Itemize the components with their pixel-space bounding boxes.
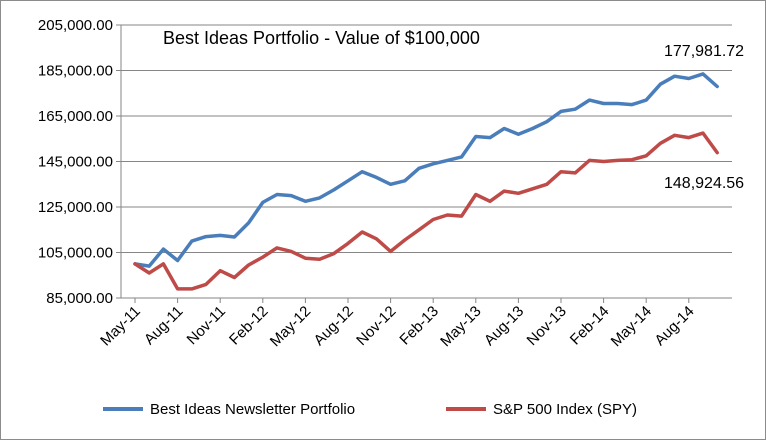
series-line-portfolio	[133, 72, 719, 268]
legend-label-portfolio: Best Ideas Newsletter Portfolio	[150, 401, 355, 418]
legend: Best Ideas Newsletter Portfolio S&P 500 …	[103, 401, 637, 418]
x-tick-label: Aug-14	[651, 303, 697, 349]
x-tick-label: Feb-12	[226, 303, 272, 349]
series-lines	[133, 72, 719, 291]
y-tick-label: 85,000.00	[46, 290, 113, 307]
y-tick-label: 145,000.00	[38, 154, 113, 171]
x-tick-label: May-12	[267, 303, 314, 350]
chart-title: Best Ideas Portfolio - Value of $100,000	[163, 28, 480, 48]
x-tick-label: May-11	[97, 303, 144, 350]
x-tick-label: Nov-12	[353, 303, 399, 349]
x-tick-label: Feb-13	[396, 303, 442, 349]
gridlines	[121, 24, 732, 253]
x-tick-label: Nov-13	[524, 303, 570, 349]
x-axis-tick-labels: May-11Aug-11Nov-11Feb-12May-12Aug-12Nov-…	[97, 303, 697, 350]
y-tick-label: 165,000.00	[38, 108, 113, 125]
axes	[116, 24, 732, 303]
y-axis-tick-labels: 85,000.00 105,000.00 125,000.00 145,000.00 1…	[38, 17, 113, 307]
x-tick-label: Nov-11	[184, 303, 229, 348]
x-tick-label: Feb-14	[567, 303, 613, 349]
x-tick-label: May-14	[608, 303, 655, 350]
y-tick-label: 125,000.00	[38, 199, 113, 216]
x-tick-label: Aug-13	[481, 303, 527, 349]
annotation-spy-final-value: 148,924.56	[664, 175, 744, 192]
y-tick-label: 205,000.00	[38, 17, 113, 34]
annotation-portfolio-final-value: 177,981.72	[664, 43, 744, 60]
legend-label-spy: S&P 500 Index (SPY)	[493, 401, 637, 418]
x-tick-label: May-13	[437, 303, 484, 350]
y-tick-label: 105,000.00	[38, 245, 113, 262]
x-tick-label: Aug-12	[311, 303, 357, 349]
series-line-spy	[133, 131, 719, 291]
y-tick-label: 185,000.00	[38, 63, 113, 80]
x-tick-label: Aug-11	[141, 303, 186, 348]
